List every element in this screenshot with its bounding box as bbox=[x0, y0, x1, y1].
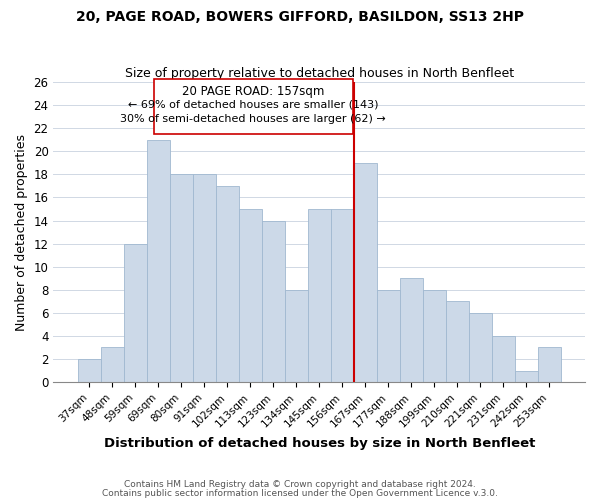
Bar bbox=[124, 244, 146, 382]
Title: Size of property relative to detached houses in North Benfleet: Size of property relative to detached ho… bbox=[125, 66, 514, 80]
Bar bbox=[146, 140, 170, 382]
Y-axis label: Number of detached properties: Number of detached properties bbox=[15, 134, 28, 330]
X-axis label: Distribution of detached houses by size in North Benfleet: Distribution of detached houses by size … bbox=[104, 437, 535, 450]
Bar bbox=[400, 278, 423, 382]
Bar bbox=[515, 370, 538, 382]
Bar bbox=[331, 209, 354, 382]
Text: ← 69% of detached houses are smaller (143): ← 69% of detached houses are smaller (14… bbox=[128, 100, 378, 110]
Bar bbox=[284, 290, 308, 382]
Bar bbox=[377, 290, 400, 382]
Text: Contains HM Land Registry data © Crown copyright and database right 2024.: Contains HM Land Registry data © Crown c… bbox=[124, 480, 476, 489]
Bar bbox=[77, 359, 101, 382]
Bar bbox=[446, 302, 469, 382]
Text: 20, PAGE ROAD, BOWERS GIFFORD, BASILDON, SS13 2HP: 20, PAGE ROAD, BOWERS GIFFORD, BASILDON,… bbox=[76, 10, 524, 24]
Text: 30% of semi-detached houses are larger (62) →: 30% of semi-detached houses are larger (… bbox=[120, 114, 386, 124]
Bar bbox=[239, 209, 262, 382]
FancyBboxPatch shape bbox=[154, 78, 353, 134]
Bar bbox=[538, 348, 561, 382]
Bar bbox=[354, 163, 377, 382]
Bar bbox=[492, 336, 515, 382]
Bar bbox=[170, 174, 193, 382]
Text: 20 PAGE ROAD: 157sqm: 20 PAGE ROAD: 157sqm bbox=[182, 85, 324, 98]
Text: Contains public sector information licensed under the Open Government Licence v.: Contains public sector information licen… bbox=[102, 488, 498, 498]
Bar bbox=[215, 186, 239, 382]
Bar bbox=[262, 220, 284, 382]
Bar bbox=[101, 348, 124, 382]
Bar bbox=[423, 290, 446, 382]
Bar bbox=[469, 313, 492, 382]
Bar bbox=[193, 174, 215, 382]
Bar bbox=[308, 209, 331, 382]
